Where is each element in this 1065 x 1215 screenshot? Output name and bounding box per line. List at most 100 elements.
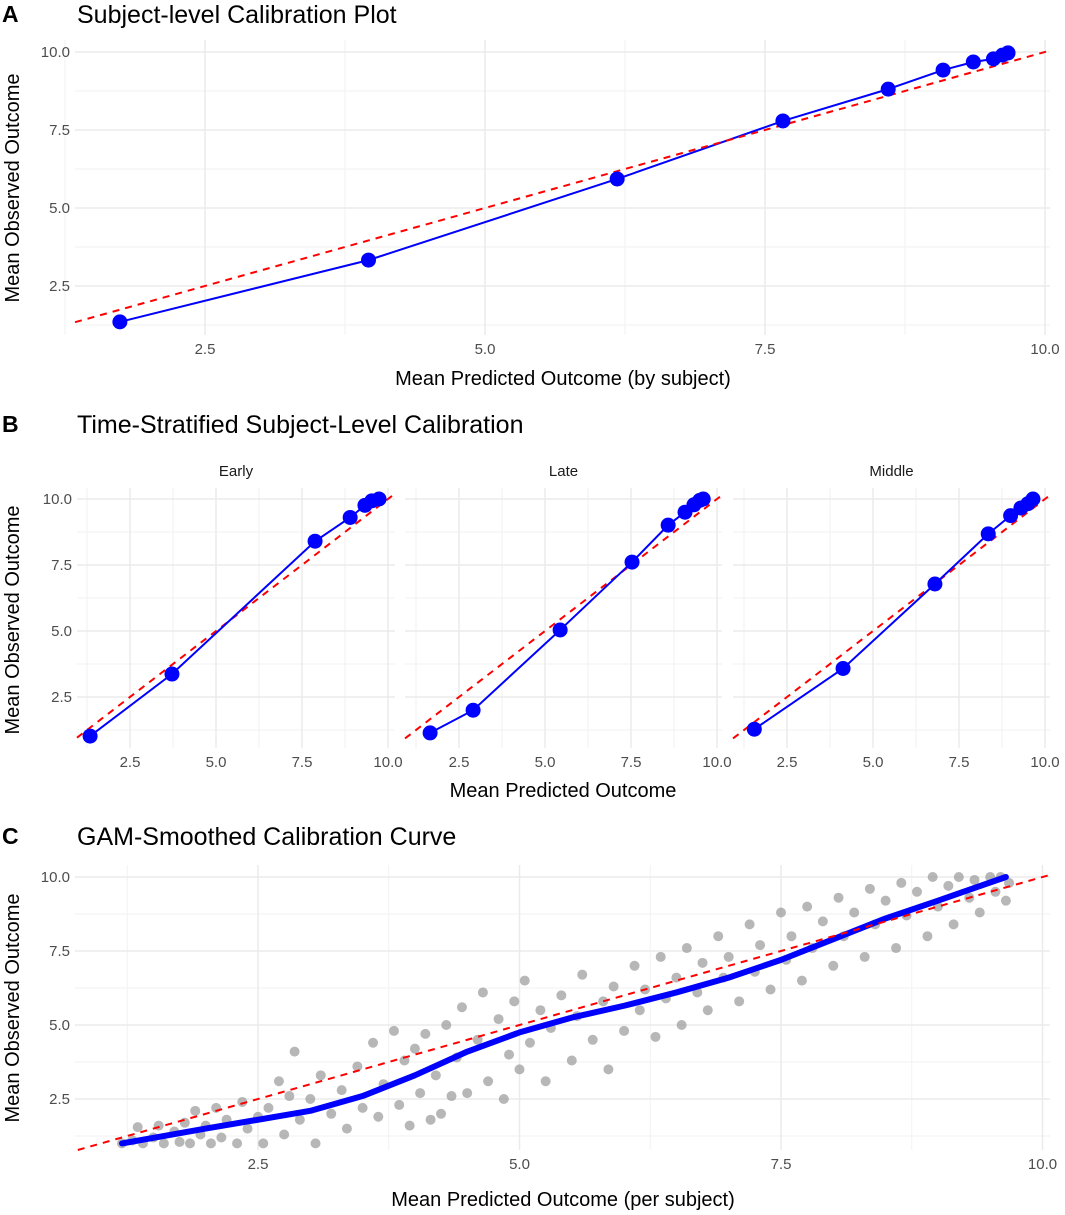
scatter-point [566,1055,577,1066]
scatter-point [713,931,724,942]
scatter-point [619,1025,630,1036]
panel-c: 2.5 2.5 5.0 5.0 7.5 7.5 10.0 10.0 [41,865,1057,1173]
x-tick-label: 5.0 [863,754,884,771]
calibration-point [775,113,791,129]
y-tick-label: 2.5 [49,1091,70,1108]
calibration-point [164,666,180,682]
y-tick-label: 5.0 [49,1017,70,1034]
calibration-point [371,491,387,507]
scatter-point [185,1138,196,1149]
x-tick-label: 10.0 [1028,1156,1057,1173]
scatter-point [279,1129,290,1140]
scatter-point [174,1136,185,1147]
x-tick-label: 7.5 [292,754,313,771]
scatter-point [294,1114,305,1125]
calibration-point [342,509,358,525]
calibration-point [1025,491,1041,507]
x-axis-label: Mean Predicted Outcome [450,780,677,802]
scatter-point [880,895,891,906]
calibration-point [1000,45,1016,61]
scatter-point [524,1037,535,1048]
scatter-point [237,1096,248,1107]
panel-a-title: Subject-level Calibration Plot [77,1,397,29]
scatter-point [436,1108,447,1119]
scatter-point [655,951,666,962]
facet-strip-label: Early [219,463,254,480]
panel-c-title: GAM-Smoothed Calibration Curve [77,823,456,851]
scatter-point [1000,895,1011,906]
scatter-point [498,1094,509,1104]
scatter-point [817,916,828,927]
calibration-point [465,702,481,718]
scatter-point [132,1122,143,1133]
scatter-point [891,943,902,954]
facet-strip-label: Late [549,463,578,480]
panel-letter-c: C [2,823,19,849]
scatter-point [352,1061,363,1072]
scatter-point [504,1049,515,1060]
scatter-point [577,969,588,980]
scatter-point [472,1034,483,1045]
x-tick-label: 5.0 [475,341,496,358]
x-axis-label: Mean Predicted Outcome (by subject) [395,368,731,390]
scatter-point [864,883,875,894]
reference-diagonal-line [77,873,1051,1151]
y-tick-label: 10.0 [41,44,70,61]
scatter-point [263,1102,274,1113]
scatter-point [734,996,745,1007]
x-tick-label: 7.5 [771,1156,792,1173]
calibration-point [422,725,438,741]
scatter-point [849,907,860,918]
scatter-point [394,1099,405,1110]
x-tick-label: 2.5 [248,1156,269,1173]
scatter-point [634,1005,645,1016]
scatter-point [927,872,938,882]
scatter-point [786,931,797,942]
calibration-point [609,171,625,187]
scatter-point [802,901,813,912]
panel-letter-b: B [2,411,19,437]
reference-diagonal-line [404,494,723,740]
scatter-point [723,951,734,962]
scatter-point [273,1076,284,1087]
scatter-point [702,1005,713,1016]
scatter-point [216,1132,227,1143]
y-axis-label: Mean Observed Outcome [2,506,24,735]
calibration-point [1003,508,1019,524]
y-tick-label: 7.5 [51,557,72,574]
calibration-point [835,660,851,676]
scatter-point [415,1088,426,1099]
y-tick-label: 7.5 [49,943,70,960]
y-axis-label: Mean Observed Outcome [2,74,24,303]
scatter-point [697,957,708,968]
calibration-line [119,52,1009,323]
x-tick-label: 2.5 [449,754,470,771]
x-tick-label: 10.0 [1030,341,1059,358]
scatter-point [409,1043,420,1054]
scatter-point [990,886,1001,897]
x-tick-label: 5.0 [206,754,227,771]
scatter-point [796,975,807,986]
calibration-point [927,576,943,592]
facet-early: 2.5 2.5 5.0 5.0 7.5 7.5 10.0 10.0 [43,488,403,771]
x-tick-label: 7.5 [621,754,642,771]
scatter-point [514,1064,525,1075]
y-tick-label: 2.5 [49,278,70,295]
scatter-point [441,1020,452,1030]
reference-diagonal-line [732,494,1051,740]
panel-a: 2.5 2.5 5.0 5.0 7.5 7.5 10.0 10.0 [41,40,1060,358]
scatter-point [896,877,907,888]
scatter-point [828,960,839,971]
calibration-point [746,721,762,737]
scatter-point [310,1138,321,1149]
scatter-point [258,1138,269,1149]
scatter-point [232,1138,243,1149]
scatter-point [755,940,766,951]
panel-b-title: Time-Stratified Subject-Level Calibratio… [77,411,523,439]
scatter-point [765,984,776,995]
scatter-point [540,1076,551,1087]
scatter-point [969,874,980,885]
scatter-point [357,1102,368,1113]
scatter-point [681,943,692,954]
